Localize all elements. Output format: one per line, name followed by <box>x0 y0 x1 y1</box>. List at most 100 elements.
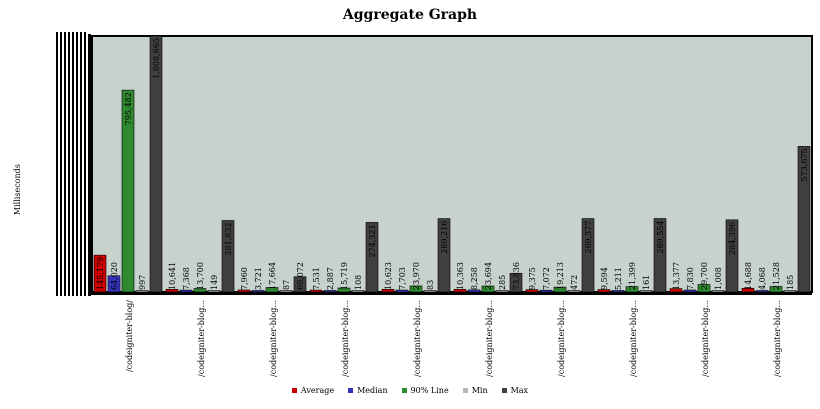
data-label: 13,377 <box>672 262 681 290</box>
legend-item: Max <box>501 386 528 395</box>
bar-max <box>653 218 667 293</box>
bar-median <box>611 290 625 293</box>
bar-90-line <box>769 286 783 293</box>
legend-label: Min <box>471 386 488 395</box>
legend-item: Average <box>291 386 335 395</box>
data-label: 274,321 <box>368 224 377 257</box>
data-label: 9,594 <box>600 267 609 290</box>
x-tick-label: /codeigniter-blog... <box>629 300 638 377</box>
data-label: 285 <box>498 275 507 290</box>
data-label: 997 <box>138 275 147 290</box>
data-label: 29,700 <box>700 262 709 290</box>
legend-label: Median <box>357 386 388 395</box>
x-tick-label: /codeigniter-blog/ <box>125 300 134 372</box>
bar-min <box>423 290 437 293</box>
data-label: 10,623 <box>384 262 393 290</box>
bar-min <box>783 290 797 293</box>
legend-label: Average <box>300 386 335 395</box>
bar-90-line <box>337 287 351 293</box>
chart-legend: Average Median 90% Line Min Max <box>0 386 820 395</box>
data-label: 10,641 <box>168 262 177 290</box>
bar-max <box>581 218 595 293</box>
y-axis-tick-stack <box>80 32 82 296</box>
legend-swatch <box>348 388 354 393</box>
data-label: 149 <box>210 275 219 290</box>
bar-min <box>207 290 221 293</box>
y-axis-tick-stack <box>72 32 74 296</box>
data-label: 2,887 <box>326 267 335 290</box>
data-label: 17,664 <box>268 262 277 290</box>
legend-item: Median <box>348 386 388 395</box>
data-label: 161 <box>642 275 651 290</box>
data-label: 284,396 <box>728 222 737 255</box>
data-label: 73,836 <box>512 262 521 290</box>
data-label: 9,375 <box>528 267 537 290</box>
bar-average <box>309 289 323 293</box>
bar-90-line <box>481 285 495 293</box>
bar-90-line <box>121 89 135 293</box>
x-tick-label: /codeigniter-blog... <box>701 300 710 377</box>
data-label: 21,528 <box>772 262 781 290</box>
data-label: 472 <box>570 275 579 290</box>
bar-min <box>711 290 725 293</box>
data-label: 185 <box>786 275 795 290</box>
bar-90-line <box>553 286 567 293</box>
data-label: 8,258 <box>470 267 479 290</box>
data-label: 64,020 <box>110 262 119 290</box>
bar-median <box>683 289 697 293</box>
bar-average <box>525 289 539 293</box>
bar-median <box>323 290 337 293</box>
data-label: 14,688 <box>744 262 753 290</box>
bar-median <box>395 289 409 293</box>
data-label: 15,719 <box>340 262 349 290</box>
data-label: 7,703 <box>398 267 407 290</box>
data-label: 289,554 <box>656 221 665 254</box>
data-label: 108 <box>354 275 363 290</box>
bar-min <box>279 290 293 293</box>
plot-frame-left <box>88 34 91 296</box>
data-label: 7,531 <box>312 267 321 290</box>
bar-median <box>755 290 769 293</box>
bar-90-line <box>193 288 207 293</box>
bar-average <box>741 287 755 293</box>
data-label: 13,700 <box>196 262 205 290</box>
plot-area <box>91 35 813 293</box>
legend-item: 90% Line <box>401 386 449 395</box>
x-tick-label: /codeigniter-blog... <box>557 300 566 377</box>
bar-max <box>797 146 811 293</box>
data-label: 289,216 <box>440 221 449 254</box>
x-tick-label: /codeigniter-blog... <box>197 300 206 377</box>
data-label: 60,072 <box>296 262 305 290</box>
bar-90-line <box>697 284 711 293</box>
bar-average <box>453 289 467 293</box>
bar-min <box>135 290 149 293</box>
bar-average <box>93 254 107 293</box>
bar-average <box>165 288 179 293</box>
bar-min <box>495 290 509 293</box>
bar-median <box>251 290 265 293</box>
bar-max <box>365 222 379 293</box>
data-label: 7,960 <box>240 267 249 290</box>
data-label: 7,830 <box>686 267 695 290</box>
bar-max <box>509 272 523 293</box>
bar-max <box>221 220 235 293</box>
bar-min <box>567 290 581 293</box>
data-label: 3,721 <box>254 267 263 290</box>
y-axis-tick-stack <box>60 32 62 296</box>
data-label: 1,008,665 <box>152 38 161 79</box>
chart-title: Aggregate Graph <box>342 7 478 23</box>
y-axis-tick-stack <box>64 32 66 296</box>
legend-swatch <box>401 388 407 393</box>
bar-90-line <box>625 286 639 293</box>
data-label: 7,072 <box>542 267 551 290</box>
x-tick-label: /codeigniter-blog... <box>773 300 782 377</box>
data-label: 19,213 <box>556 262 565 290</box>
data-label: 281,832 <box>224 222 233 255</box>
bar-max <box>149 35 163 293</box>
data-label: 83 <box>426 280 435 290</box>
x-tick-label: /codeigniter-blog... <box>341 300 350 377</box>
y-axis-tick-stack <box>56 32 58 296</box>
y-axis-tick-stack <box>84 32 86 296</box>
bar-min <box>639 290 653 293</box>
bar-average <box>381 289 395 293</box>
